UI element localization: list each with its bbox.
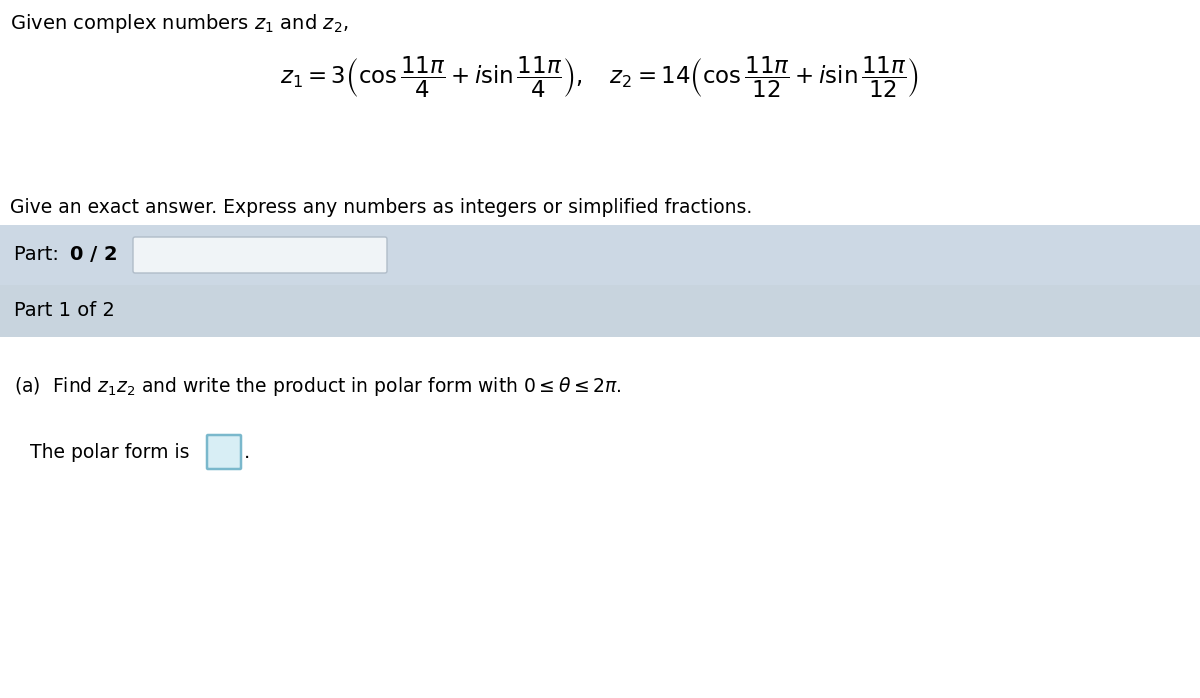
Text: (a)  Find $z_1z_2$ and write the product in polar form with $0\leq\theta\leq 2\p: (a) Find $z_1z_2$ and write the product … — [14, 375, 622, 398]
Text: $z_1=3\left( \cos\dfrac{11\pi}{4}+i\sin\dfrac{11\pi}{4} \right), \quad z_2=14\le: $z_1=3\left( \cos\dfrac{11\pi}{4}+i\sin\… — [281, 55, 919, 100]
FancyBboxPatch shape — [208, 435, 241, 469]
FancyBboxPatch shape — [0, 285, 1200, 337]
Text: Part:: Part: — [14, 246, 65, 265]
Text: 0 / 2: 0 / 2 — [70, 246, 118, 265]
Text: Given complex numbers $z_1$ and $z_2,$: Given complex numbers $z_1$ and $z_2,$ — [10, 12, 348, 35]
Text: .: . — [244, 443, 251, 461]
FancyBboxPatch shape — [0, 225, 1200, 285]
Text: The polar form is: The polar form is — [30, 443, 190, 461]
Text: Part 1 of 2: Part 1 of 2 — [14, 302, 115, 320]
Text: Give an exact answer. Express any numbers as integers or simplified fractions.: Give an exact answer. Express any number… — [10, 198, 752, 217]
FancyBboxPatch shape — [0, 337, 1200, 698]
FancyBboxPatch shape — [133, 237, 386, 273]
